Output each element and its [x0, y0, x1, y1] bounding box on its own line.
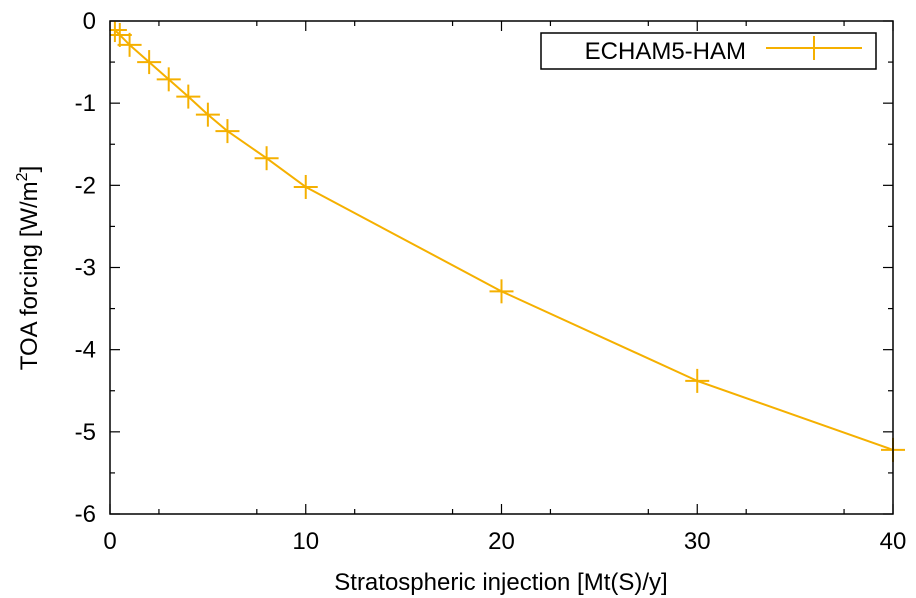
y-tick-label: 0	[83, 8, 96, 35]
y-tick-label: -4	[75, 337, 96, 364]
data-point-marker	[195, 102, 220, 127]
axis-ticks: 0 10 20 30 40 0 -1 -2 -3 -4 -5 -6	[75, 8, 907, 555]
y-tick-label: -5	[75, 419, 96, 446]
data-point-marker	[293, 174, 318, 199]
x-tick-label: 0	[103, 528, 116, 555]
legend: ECHAM5-HAM	[540, 32, 877, 70]
y-axis-label-suffix: ]	[16, 166, 43, 173]
series-line	[114, 29, 894, 451]
data-point-marker	[110, 22, 132, 47]
data-point-marker	[254, 146, 279, 171]
data-point-marker	[685, 368, 710, 393]
x-tick-label: 20	[488, 528, 515, 555]
data-point-marker	[137, 50, 162, 75]
x-tick-label: 10	[292, 528, 319, 555]
y-axis-label-prefix: TOA forcing [W/m	[16, 181, 43, 370]
y-tick-label: -1	[75, 90, 96, 117]
y-axis-label: TOA forcing [W/m2]	[14, 166, 43, 371]
legend-box	[540, 32, 877, 70]
data-point-marker	[156, 67, 181, 92]
x-axis-label: Stratospheric injection [Mt(S)/y]	[334, 569, 667, 596]
data-point-marker	[176, 84, 201, 109]
y-axis-label-sup: 2	[14, 172, 31, 181]
x-tick-label: 30	[684, 528, 711, 555]
x-tick-label: 40	[880, 528, 907, 555]
data-point-marker	[489, 279, 514, 304]
y-tick-label: -2	[75, 172, 96, 199]
plot-frame	[109, 20, 894, 515]
data-point-marker	[110, 21, 127, 43]
y-tick-label: -3	[75, 255, 96, 282]
legend-label: ECHAM5-HAM	[585, 38, 746, 65]
data-point-marker	[117, 32, 142, 57]
data-point-marker	[215, 119, 240, 144]
series-layer	[110, 21, 905, 462]
y-tick-label: -6	[75, 501, 96, 528]
